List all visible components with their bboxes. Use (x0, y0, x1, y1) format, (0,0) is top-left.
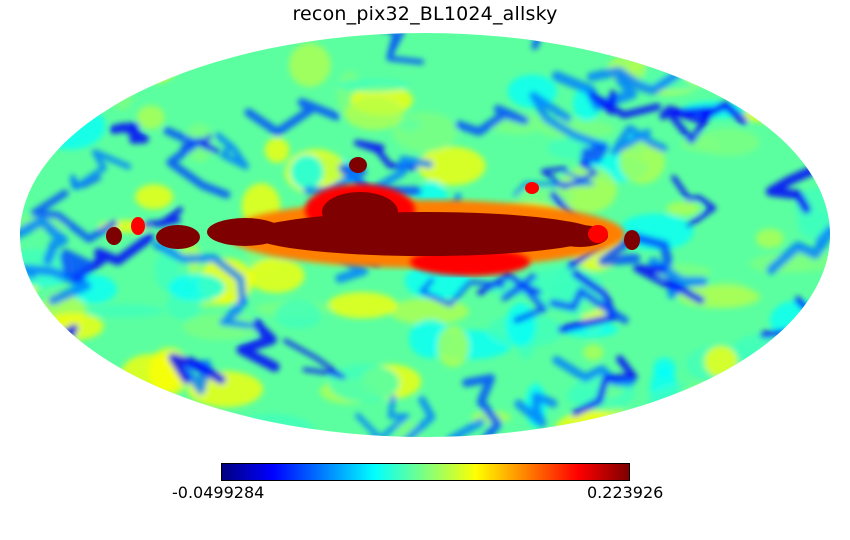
map-title: recon_pix32_BL1024_allsky (292, 3, 558, 25)
colorbar-gradient (221, 463, 630, 481)
colorbar-min-label: -0.0499284 (172, 483, 265, 502)
colorbar-max-label: 0.223926 (587, 483, 664, 502)
galactic-plane-emission (106, 157, 640, 276)
colorbar (221, 463, 630, 481)
